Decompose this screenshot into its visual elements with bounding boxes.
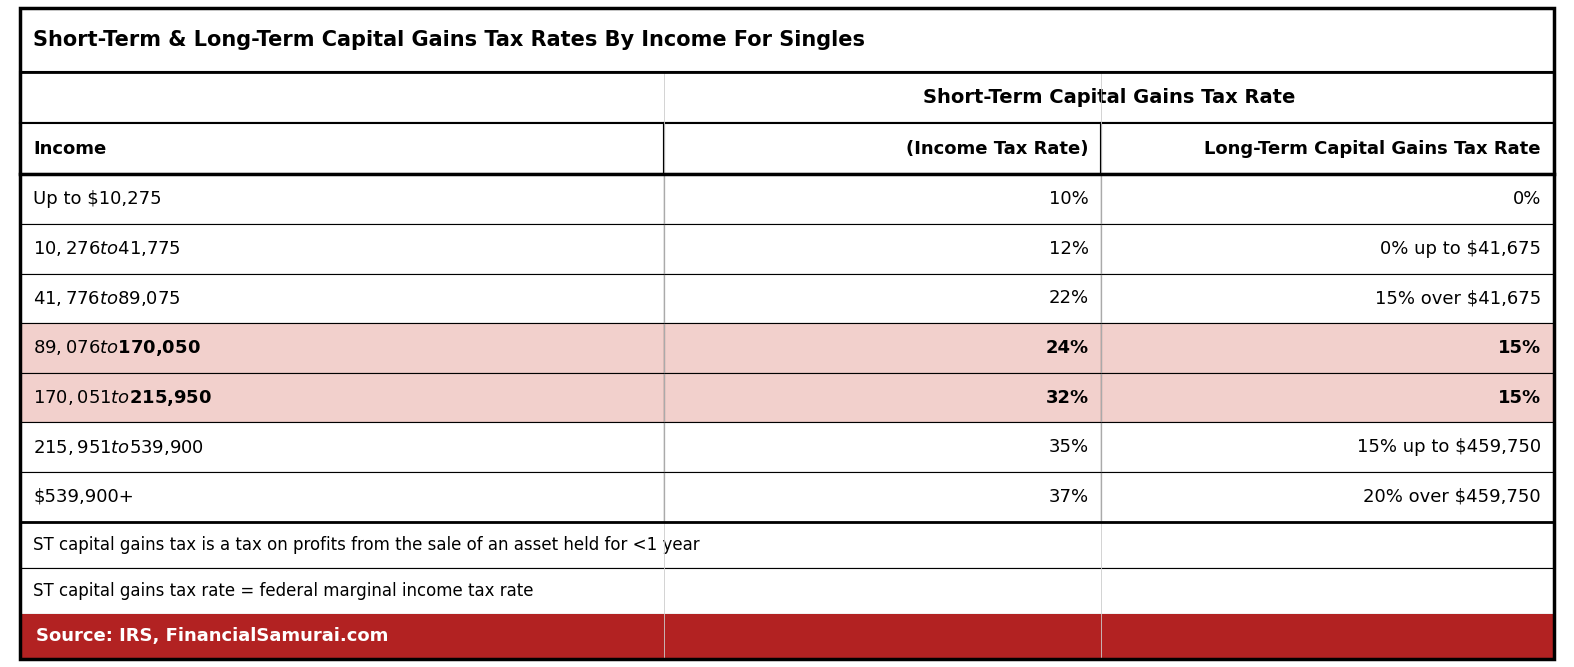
Bar (20, 273, 664, 323)
Text: (Income Tax Rate): (Income Tax Rate) (907, 139, 1089, 157)
Bar (1102, 373, 1554, 422)
Text: 12%: 12% (1048, 240, 1089, 258)
Text: $170,051 to $215,950: $170,051 to $215,950 (33, 388, 212, 408)
Text: Income: Income (33, 139, 107, 157)
Text: 35%: 35% (1048, 438, 1089, 456)
Bar (20, 224, 664, 273)
Text: 0% up to $41,675: 0% up to $41,675 (1380, 240, 1541, 258)
Text: Short-Term Capital Gains Tax Rate: Short-Term Capital Gains Tax Rate (922, 88, 1295, 107)
Bar (20, 614, 1554, 659)
Bar (1102, 323, 1554, 373)
Text: 22%: 22% (1048, 289, 1089, 307)
Text: 10%: 10% (1048, 190, 1089, 208)
Bar (20, 568, 1554, 614)
Text: 15%: 15% (1498, 389, 1541, 407)
Bar (664, 323, 1102, 373)
Bar (20, 522, 1554, 568)
Bar (20, 174, 664, 224)
Text: 37%: 37% (1048, 488, 1089, 506)
Bar (20, 8, 1554, 71)
Bar (1102, 422, 1554, 472)
Bar (664, 123, 1102, 174)
Bar (664, 472, 1102, 522)
Text: 15%: 15% (1498, 339, 1541, 357)
Text: 15% over $41,675: 15% over $41,675 (1374, 289, 1541, 307)
Bar (20, 373, 664, 422)
Bar (20, 123, 664, 174)
Bar (664, 273, 1102, 323)
Bar (664, 174, 1102, 224)
Bar (1102, 273, 1554, 323)
Bar (1102, 472, 1554, 522)
Text: 24%: 24% (1045, 339, 1089, 357)
Text: 20% over $459,750: 20% over $459,750 (1363, 488, 1541, 506)
Text: Short-Term & Long-Term Capital Gains Tax Rates By Income For Singles: Short-Term & Long-Term Capital Gains Tax… (33, 30, 866, 50)
Bar (664, 422, 1102, 472)
Text: $41,776 to $89,075: $41,776 to $89,075 (33, 289, 181, 308)
Text: $89,076 to $170,050: $89,076 to $170,050 (33, 338, 201, 358)
Text: ST capital gains tax is a tax on profits from the sale of an asset held for <1 y: ST capital gains tax is a tax on profits… (33, 536, 700, 554)
Bar (20, 422, 664, 472)
Text: Long-Term Capital Gains Tax Rate: Long-Term Capital Gains Tax Rate (1204, 139, 1541, 157)
Text: Up to $10,275: Up to $10,275 (33, 190, 162, 208)
Bar (20, 71, 1554, 123)
Bar (20, 323, 664, 373)
Text: $539,900+: $539,900+ (33, 488, 134, 506)
Text: $215,951 to $539,900: $215,951 to $539,900 (33, 438, 205, 457)
Bar (664, 224, 1102, 273)
Text: 32%: 32% (1045, 389, 1089, 407)
Bar (1102, 224, 1554, 273)
Text: $10,276 to $41,775: $10,276 to $41,775 (33, 239, 181, 258)
Bar (664, 373, 1102, 422)
Text: 15% up to $459,750: 15% up to $459,750 (1357, 438, 1541, 456)
Text: ST capital gains tax rate = federal marginal income tax rate: ST capital gains tax rate = federal marg… (33, 582, 534, 600)
Bar (1102, 174, 1554, 224)
Text: Source: IRS, FinancialSamurai.com: Source: IRS, FinancialSamurai.com (36, 627, 389, 645)
Text: 0%: 0% (1513, 190, 1541, 208)
Bar (1102, 123, 1554, 174)
Bar (20, 472, 664, 522)
